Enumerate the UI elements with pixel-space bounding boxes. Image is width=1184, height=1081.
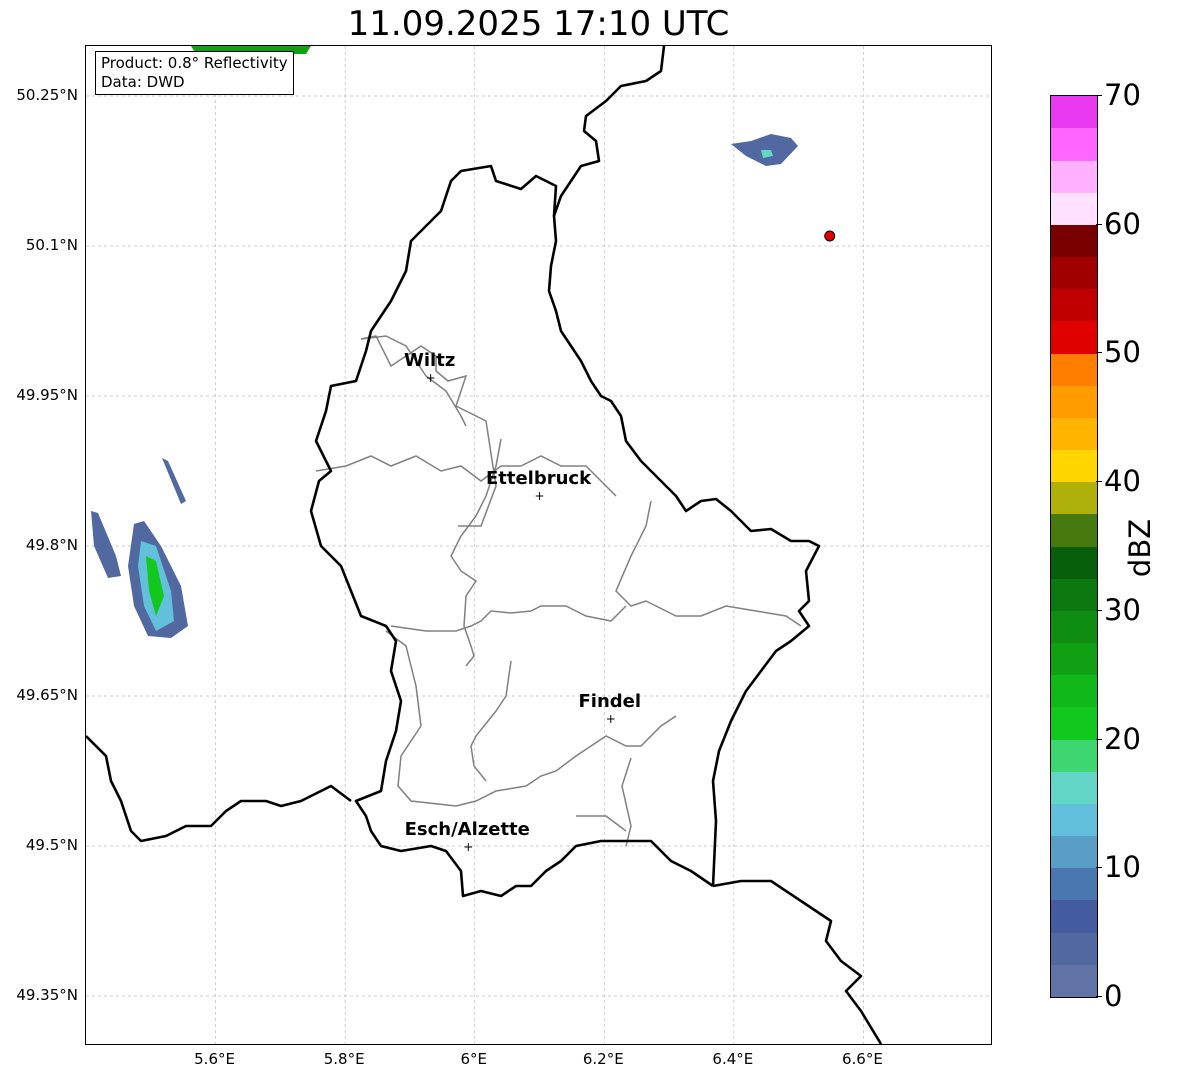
gridlines	[86, 46, 991, 1044]
lon-tick-label: 6°E	[460, 1050, 487, 1068]
colorbar-bin	[1051, 160, 1097, 193]
colorbar-bin	[1051, 514, 1097, 547]
lat-tick-label: 49.5°N	[25, 836, 78, 854]
colorbar-tick-mark	[1096, 867, 1102, 869]
radar-echo-ne-core	[761, 150, 773, 158]
city-label: Wiltz	[404, 350, 456, 371]
city-marker-icon: +	[534, 489, 544, 503]
colorbar-bin	[1051, 192, 1097, 225]
lon-tick-label: 6.4°E	[712, 1050, 754, 1068]
canton-boundaries	[315, 335, 802, 847]
colorbar-tick-mark	[1096, 481, 1102, 483]
city-marker-icon: +	[606, 712, 616, 726]
colorbar-bin	[1051, 546, 1097, 579]
colorbar	[1050, 95, 1098, 998]
colorbar-bin	[1051, 321, 1097, 354]
lon-tick-label: 6.6°E	[842, 1050, 883, 1068]
colorbar-bin	[1051, 771, 1097, 804]
map-plot[interactable]: + + + +	[85, 45, 992, 1045]
colorbar-bin	[1051, 803, 1097, 837]
data-source-label: Data: DWD	[101, 73, 185, 91]
colorbar-tick-label: 60	[1104, 206, 1141, 241]
product-label: Product: 0.8° Reflectivity	[101, 54, 288, 72]
map-title: 11.09.2025 17:10 UTC	[347, 4, 730, 44]
colorbar-tick-mark	[1096, 95, 1102, 96]
lat-tick-label: 49.65°N	[16, 686, 78, 704]
colorbar-bin	[1051, 289, 1097, 322]
colorbar-bin	[1051, 578, 1097, 611]
lat-tick-label: 50.1°N	[25, 236, 78, 254]
lat-tick-label: 49.95°N	[16, 386, 78, 404]
colorbar-tick-mark	[1096, 223, 1102, 225]
product-info-box: Product: 0.8° Reflectivity Data: DWD	[95, 51, 294, 95]
city-markers: + + + +	[426, 371, 616, 854]
city-label: Esch/Alzette	[404, 819, 530, 840]
city-marker-icon: +	[426, 371, 436, 385]
colorbar-bin	[1051, 224, 1097, 258]
city-label: Ettelbruck	[485, 468, 592, 489]
colorbar-bin	[1051, 353, 1097, 386]
colorbar-tick-mark	[1096, 738, 1102, 740]
lon-tick-label: 5.8°E	[323, 1050, 365, 1068]
colorbar-bin	[1051, 450, 1097, 483]
colorbar-tick-label: 30	[1104, 592, 1141, 627]
colorbar-bin	[1051, 932, 1097, 965]
colorbar-bin	[1051, 482, 1097, 515]
colorbar-tick-label: 20	[1104, 721, 1141, 756]
lat-tick-label: 49.8°N	[25, 536, 78, 554]
radar-echoes	[91, 46, 798, 638]
colorbar-bin	[1051, 675, 1097, 708]
colorbar-bin	[1051, 417, 1097, 451]
colorbar-tick-label: 10	[1104, 850, 1141, 885]
colorbar-tick-label: 50	[1104, 335, 1141, 370]
colorbar-bin	[1051, 739, 1097, 772]
colorbar-tick-label: 70	[1104, 78, 1141, 112]
colorbar-bin	[1051, 836, 1097, 869]
colorbar-bin	[1051, 868, 1097, 901]
colorbar-bin	[1051, 964, 1097, 997]
radar-echo-west-core2	[146, 556, 164, 616]
radar-site-marker	[824, 230, 836, 242]
lon-tick-label: 5.6°E	[194, 1050, 235, 1068]
lat-tick-label: 50.25°N	[16, 86, 78, 104]
radar-echo-streak	[162, 458, 186, 504]
colorbar-bin	[1051, 128, 1097, 161]
lon-tick-label: 6.2°E	[582, 1050, 624, 1068]
radar-echo-far-west	[91, 511, 121, 578]
colorbar-bin	[1051, 610, 1097, 644]
colorbar-tick-mark	[1096, 352, 1102, 354]
colorbar-bin	[1051, 707, 1097, 740]
city-label: Findel	[578, 691, 642, 712]
colorbar-bin	[1051, 900, 1097, 933]
lat-tick-label: 49.35°N	[16, 986, 78, 1004]
colorbar-bin	[1051, 96, 1097, 129]
colorbar-bin	[1051, 643, 1097, 676]
colorbar-bin	[1051, 257, 1097, 290]
colorbar-bin	[1051, 385, 1097, 418]
colorbar-tick-mark	[1096, 996, 1102, 997]
colorbar-tick-label: 0	[1104, 979, 1123, 1013]
national-borders	[86, 46, 883, 1044]
colorbar-tick-label: 40	[1104, 464, 1141, 499]
map-canvas: + + + +	[86, 46, 991, 1044]
city-marker-icon: +	[463, 840, 473, 854]
colorbar-tick-mark	[1096, 609, 1102, 611]
colorbar-label: dBZ	[1123, 518, 1157, 578]
